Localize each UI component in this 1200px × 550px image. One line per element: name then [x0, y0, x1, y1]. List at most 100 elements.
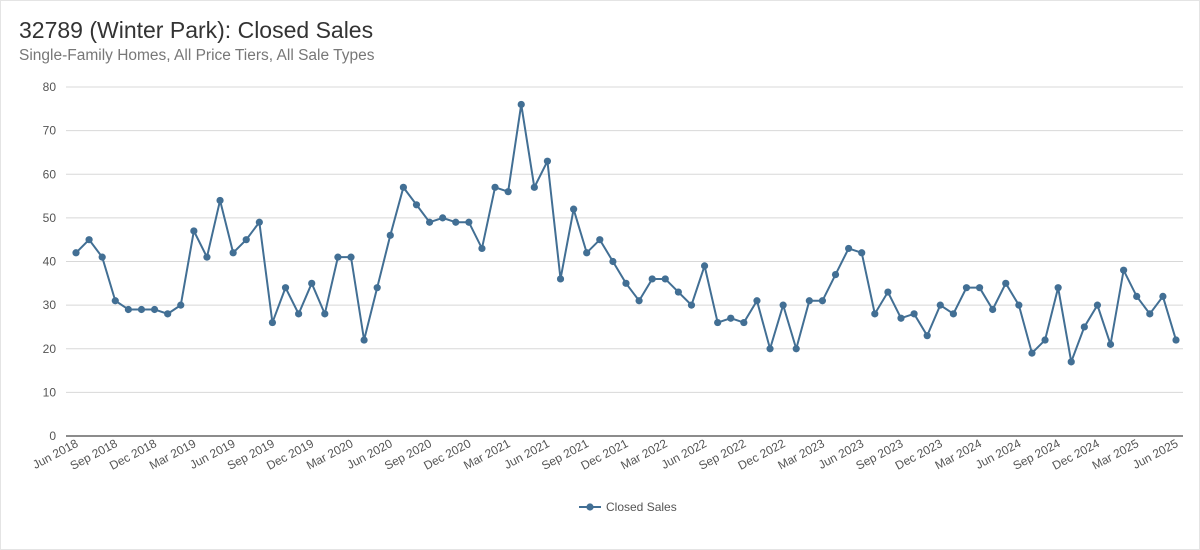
data-point — [648, 275, 656, 283]
data-point — [517, 100, 525, 109]
data-point — [897, 314, 905, 322]
data-point — [884, 288, 892, 296]
y-tick-label: 80 — [43, 80, 57, 94]
data-point — [792, 345, 800, 353]
y-tick-label: 10 — [43, 385, 57, 399]
data-point — [700, 262, 709, 270]
data-point — [281, 284, 290, 292]
data-point — [452, 218, 460, 226]
data-point — [321, 310, 329, 318]
data-point — [962, 284, 971, 292]
data-point — [1133, 292, 1141, 300]
series-line-closed-sales — [75, 104, 1177, 366]
data-point — [425, 218, 434, 226]
data-point — [753, 297, 761, 305]
data-point — [85, 236, 93, 244]
y-tick-label: 0 — [49, 429, 56, 443]
data-point — [989, 305, 997, 314]
data-point — [766, 345, 774, 353]
data-point — [1054, 284, 1062, 292]
data-point — [818, 297, 827, 305]
data-point — [164, 310, 172, 318]
data-point — [137, 305, 146, 314]
data-point — [910, 310, 918, 318]
data-point — [1028, 349, 1036, 357]
data-point — [635, 297, 643, 305]
y-tick-label: 60 — [43, 167, 57, 181]
data-point — [596, 236, 604, 244]
data-point — [858, 249, 866, 257]
data-point — [871, 310, 879, 318]
data-point — [504, 188, 512, 196]
data-point — [831, 270, 840, 279]
data-point — [714, 318, 722, 327]
data-point — [124, 305, 132, 314]
data-point — [177, 301, 185, 309]
data-point — [609, 257, 617, 266]
legend-marker-icon — [586, 503, 594, 511]
data-point — [255, 218, 263, 226]
data-point — [229, 249, 237, 257]
data-point — [1067, 358, 1075, 366]
data-point — [1146, 310, 1154, 318]
y-tick-label: 20 — [43, 342, 57, 356]
data-point — [805, 297, 813, 305]
data-point — [1120, 266, 1128, 274]
data-point — [190, 227, 198, 235]
data-point — [203, 253, 211, 261]
data-point — [308, 279, 316, 287]
data-point — [98, 253, 106, 261]
data-point — [242, 236, 250, 244]
data-point — [1106, 340, 1115, 348]
data-point — [150, 305, 159, 314]
legend-label: Closed Sales — [606, 500, 677, 514]
data-point — [334, 253, 342, 261]
data-point — [740, 318, 748, 327]
chart-title: 32789 (Winter Park): Closed Sales — [19, 17, 374, 43]
data-point — [975, 284, 984, 292]
data-point — [543, 157, 552, 165]
data-point — [1080, 323, 1088, 331]
data-point — [1015, 301, 1023, 309]
data-point — [1041, 336, 1049, 344]
data-point — [399, 183, 407, 191]
y-tick-label: 40 — [43, 255, 57, 269]
data-point — [72, 249, 80, 257]
data-point — [439, 214, 447, 222]
data-point — [1002, 279, 1010, 287]
data-point — [530, 183, 538, 191]
chart-subtitle: Single-Family Homes, All Price Tiers, Al… — [19, 47, 375, 64]
data-point — [845, 244, 853, 253]
data-point — [727, 314, 735, 322]
data-point — [1093, 301, 1102, 309]
data-point — [491, 183, 499, 191]
data-point — [779, 301, 787, 309]
y-tick-label: 50 — [43, 211, 57, 225]
data-point — [1159, 292, 1167, 300]
data-point — [949, 310, 957, 318]
data-point — [661, 275, 669, 283]
data-point — [556, 275, 565, 283]
data-point — [687, 301, 696, 309]
data-point — [583, 249, 591, 257]
data-point — [373, 284, 381, 292]
data-point — [570, 205, 578, 213]
data-point — [674, 288, 682, 296]
data-point — [386, 231, 394, 239]
data-point — [412, 201, 421, 209]
data-point — [1172, 336, 1180, 344]
data-point — [347, 253, 355, 261]
y-tick-label: 70 — [43, 124, 57, 138]
data-point — [295, 310, 303, 318]
data-point — [478, 244, 486, 253]
y-tick-label: 30 — [43, 298, 57, 312]
x-tick-label: Jun 2025 — [1130, 436, 1180, 472]
data-point — [268, 318, 277, 327]
data-point — [936, 301, 944, 309]
data-point — [923, 332, 931, 340]
data-point — [216, 196, 224, 205]
data-point — [465, 218, 473, 226]
data-point — [360, 336, 368, 344]
